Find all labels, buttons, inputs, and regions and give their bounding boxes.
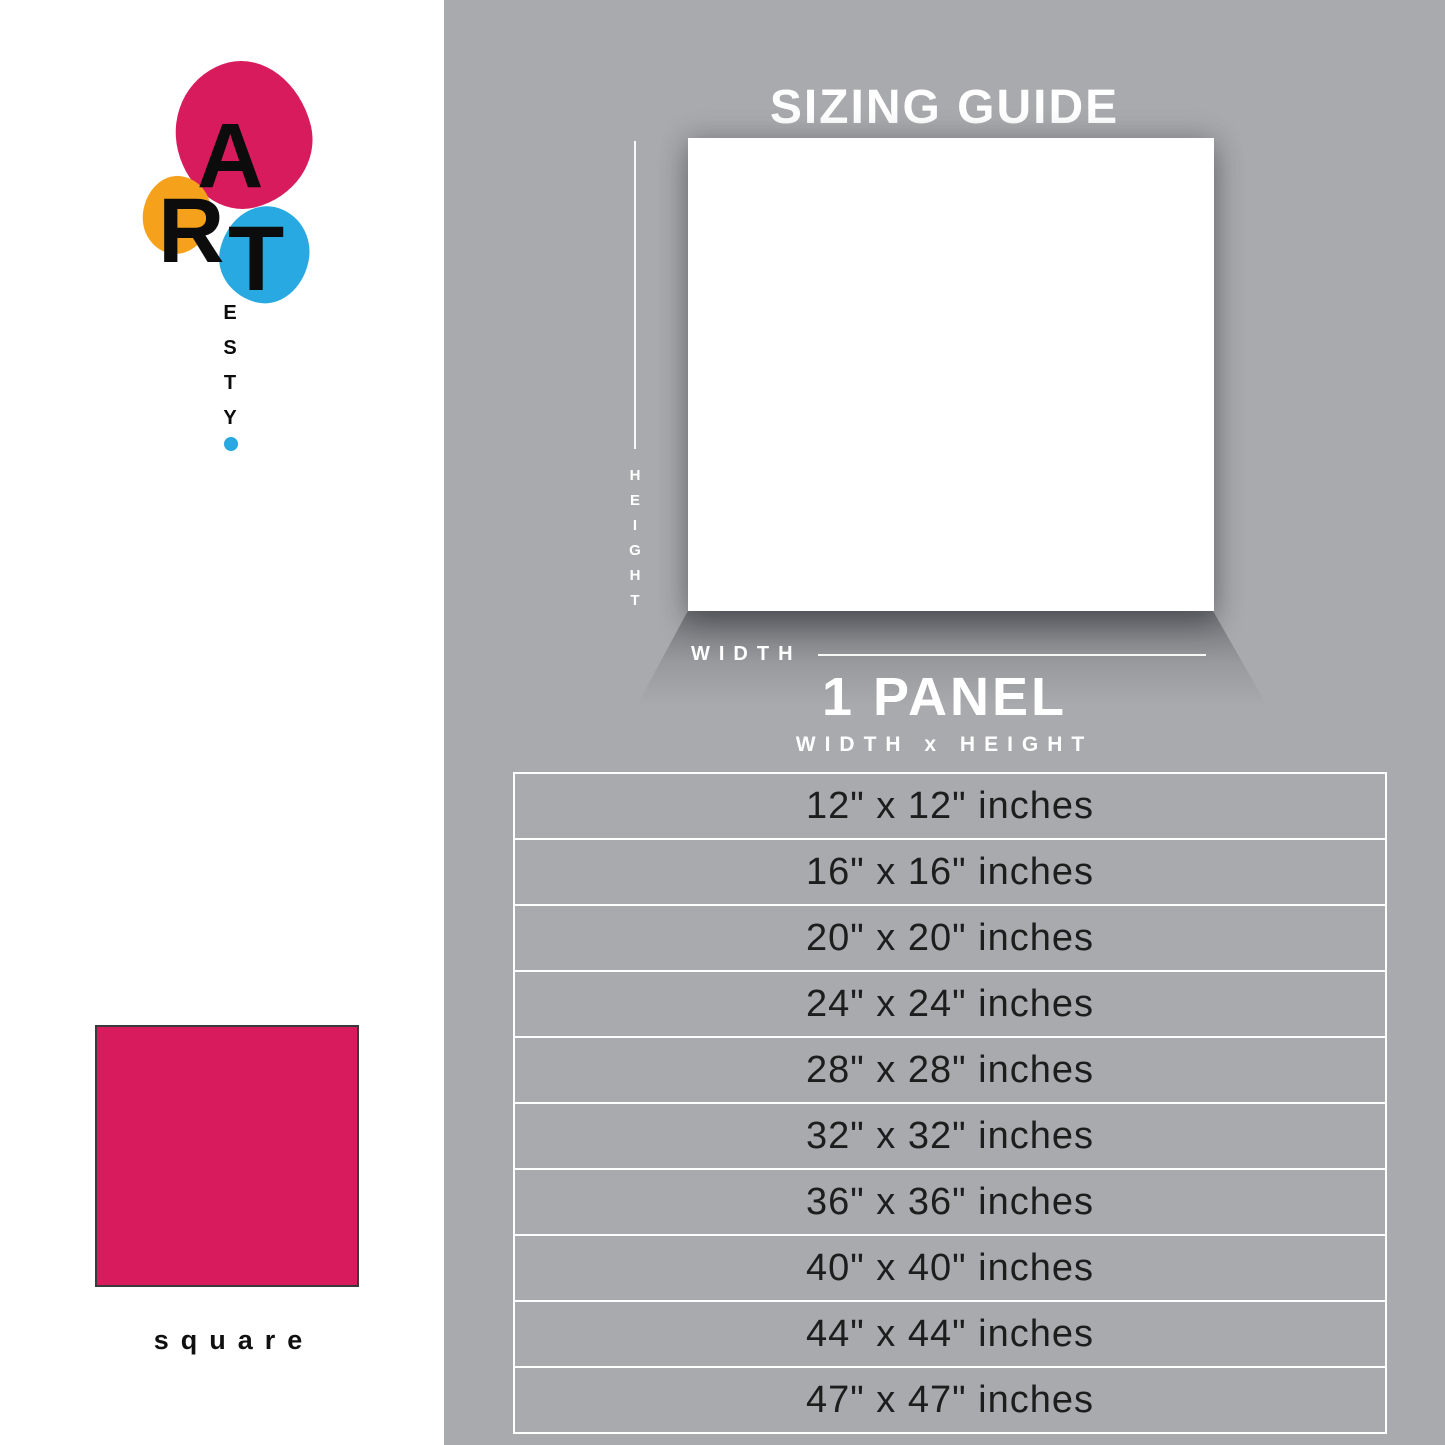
width-axis-line xyxy=(818,654,1206,656)
panel-drop-shadow xyxy=(636,611,1268,707)
size-table: 12" x 12" inches 16" x 16" inches 20" x … xyxy=(513,772,1387,1434)
dimension-format-label: WIDTH x HEIGHT xyxy=(795,733,1094,756)
width-axis-label: WIDTH xyxy=(691,643,802,665)
square-shape-swatch xyxy=(95,1025,359,1287)
size-row: 44" x 44" inches xyxy=(515,1302,1385,1368)
canvas-panel-illustration xyxy=(688,138,1214,611)
size-row: 20" x 20" inches xyxy=(515,906,1385,972)
logo-letter-t-vertical: T xyxy=(223,372,237,394)
logo-letter-y-vertical: Y xyxy=(223,407,237,429)
size-row: 47" x 47" inches xyxy=(805,1378,1095,1421)
logo-letter-s-vertical: S xyxy=(223,337,237,359)
size-row: 12" x 12" inches xyxy=(515,774,1385,840)
size-row: 28" x 28" inches xyxy=(515,1038,1385,1104)
logo-letter-a: A xyxy=(197,105,264,207)
size-row: 24" x 24" inches xyxy=(515,972,1385,1038)
panel-count-label: 1 PANEL xyxy=(821,667,1068,727)
size-row: 16" x 16" inches xyxy=(515,840,1385,906)
size-row: 36" x 36" inches xyxy=(515,1170,1385,1236)
logo-dot-icon xyxy=(224,437,238,451)
page-title: SIZING GUIDE xyxy=(769,81,1120,135)
logo-letter-r: R xyxy=(158,180,225,282)
logo-esty-letters: E S T Y xyxy=(213,296,247,436)
height-axis-line xyxy=(634,141,636,449)
shape-label: square xyxy=(153,1325,315,1355)
size-row: 40" x 40" inches xyxy=(515,1236,1385,1302)
size-row: 32" x 32" inches xyxy=(515,1104,1385,1170)
logo-letter-t: T xyxy=(228,208,285,310)
logo-letter-e-vertical: E xyxy=(223,302,237,324)
